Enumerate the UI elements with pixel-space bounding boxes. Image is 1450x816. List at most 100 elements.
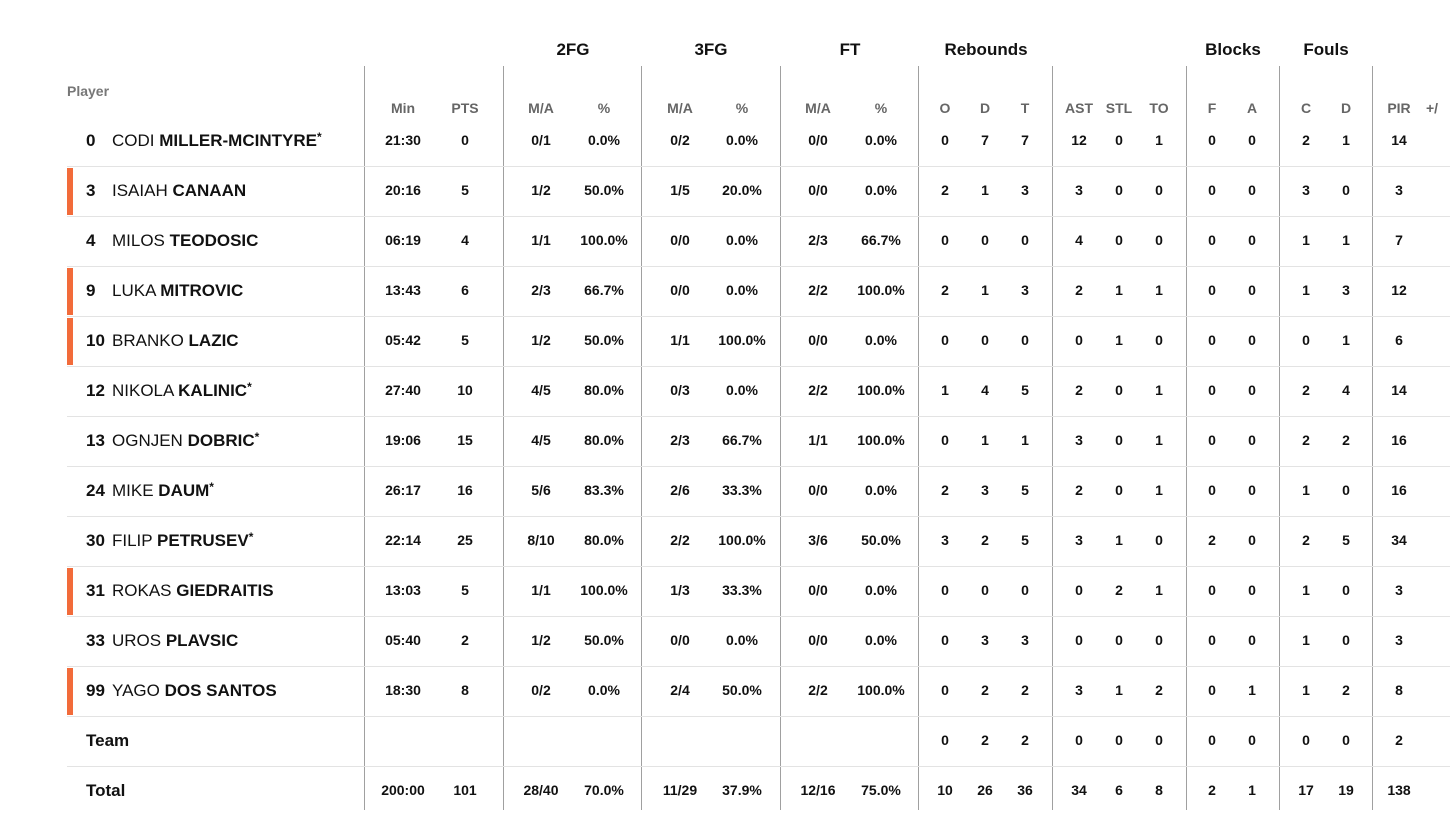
player-name-link[interactable]: 33 UROS PLAVSIC (86, 631, 238, 651)
column-header-fg3-ma[interactable]: M/A (667, 100, 693, 116)
column-header-stl[interactable]: STL (1105, 100, 1133, 116)
player-first-name: UROS (112, 631, 166, 650)
stat-to: 0 (1155, 632, 1163, 648)
stat-pts: 8 (461, 682, 469, 698)
player-name-link[interactable]: 3 ISAIAH CANAAN (86, 181, 246, 201)
table-row[interactable]: 33 UROS PLAVSIC 05:40 2 1/2 50.0% 0/0 0.0% 0/0 0.… (67, 616, 1450, 667)
stat-ft-pct: 0.0% (865, 182, 897, 198)
column-header-plus-minus[interactable]: +/ (1426, 100, 1439, 116)
stat-blk-a: 0 (1248, 532, 1256, 548)
stat-ast: 34 (1071, 782, 1087, 798)
stat-ft-ma: 2/2 (808, 282, 828, 298)
stat-blk-a: 0 (1248, 382, 1256, 398)
player-name-link[interactable]: 31 ROKAS GIEDRAITIS (86, 581, 274, 601)
column-header-pts[interactable]: PTS (451, 100, 479, 116)
player-name-link[interactable]: 10 BRANKO LAZIC (86, 331, 239, 351)
column-header-pir[interactable]: PIR (1387, 100, 1411, 116)
stat-stl: 1 (1115, 282, 1123, 298)
column-header-reb-o[interactable]: O (939, 100, 951, 116)
stat-to: 8 (1155, 782, 1163, 798)
stat-foul-c: 1 (1302, 582, 1310, 598)
stat-fg3-ma: 1/3 (670, 582, 690, 598)
column-header-blk-a[interactable]: A (1246, 100, 1258, 116)
stat-to: 1 (1155, 282, 1163, 298)
stat-fg3-pct: 0.0% (726, 282, 758, 298)
stat-foul-d: 0 (1342, 732, 1350, 748)
stat-fg3-pct: 50.0% (722, 682, 762, 698)
table-row[interactable]: 30 FILIP PETRUSEV* 22:14 25 8/10 80.0% 2/2 100.… (67, 516, 1450, 567)
stat-fg2-pct: 83.3% (584, 482, 624, 498)
stat-blk-a: 0 (1248, 432, 1256, 448)
table-row[interactable]: 13 OGNJEN DOBRIC* 19:06 15 4/5 80.0% 2/3 66.7% 1… (67, 416, 1450, 467)
player-name-link[interactable]: 13 OGNJEN DOBRIC* (86, 430, 260, 451)
table-row[interactable]: 31 ROKAS GIEDRAITIS 13:03 5 1/1 100.0% 1/3 33.3… (67, 566, 1450, 617)
column-header-ft-ma[interactable]: M/A (805, 100, 831, 116)
column-header-min[interactable]: Min (390, 100, 416, 116)
stat-stl: 2 (1115, 582, 1123, 598)
stat-blk-a: 0 (1248, 282, 1256, 298)
player-name-link[interactable]: 4 MILOS TEODOSIC (86, 231, 258, 251)
table-row[interactable]: 3 ISAIAH CANAAN 20:16 5 1/2 50.0% 1/5 20.0% 0/0 0… (67, 166, 1450, 217)
player-first-name: OGNJEN (112, 431, 188, 450)
player-name-link[interactable]: 12 NIKOLA KALINIC* (86, 380, 252, 401)
player-number: 12 (86, 381, 105, 400)
stat-blk-a: 1 (1248, 782, 1256, 798)
table-row[interactable]: 9 LUKA MITROVIC 13:43 6 2/3 66.7% 0/0 0.0% 2/2 10… (67, 266, 1450, 317)
stat-fg3-pct: 100.0% (718, 332, 766, 348)
column-header-ft-pct[interactable]: % (874, 100, 888, 116)
stat-reb-o: 1 (941, 382, 949, 398)
player-name-link[interactable]: 30 FILIP PETRUSEV* (86, 530, 254, 551)
starter-marker: * (254, 430, 260, 444)
player-name-link[interactable]: 99 YAGO DOS SANTOS (86, 681, 277, 701)
column-header-blk-f[interactable]: F (1207, 100, 1217, 116)
stat-fg2-ma: 1/1 (531, 232, 551, 248)
starter-marker: * (248, 530, 254, 544)
stat-fg3-pct: 33.3% (722, 482, 762, 498)
stat-foul-d: 3 (1342, 282, 1350, 298)
table-row[interactable]: 4 MILOS TEODOSIC 06:19 4 1/1 100.0% 0/0 0.0% 2/3… (67, 216, 1450, 267)
table-row[interactable]: 10 BRANKO LAZIC 05:42 5 1/2 50.0% 1/1 100.0% 0/0… (67, 316, 1450, 367)
stat-to: 1 (1155, 432, 1163, 448)
stat-reb-t: 7 (1021, 132, 1029, 148)
stat-stl: 1 (1115, 682, 1123, 698)
column-header-fg2-pct[interactable]: % (597, 100, 611, 116)
stat-ast: 0 (1075, 732, 1083, 748)
stat-fg3-ma: 0/0 (670, 632, 690, 648)
table-row[interactable]: 0 CODI MILLER-MCINTYRE* 21:30 0 0/1 0.0% 0/2 0.… (67, 116, 1450, 167)
stat-fg2-pct: 70.0% (584, 782, 624, 798)
column-header-fg2-ma[interactable]: M/A (528, 100, 554, 116)
table-row[interactable]: 99 YAGO DOS SANTOS 18:30 8 0/2 0.0% 2/4 50.0% 2/… (67, 666, 1450, 717)
player-name-link[interactable]: 24 MIKE DAUM* (86, 480, 214, 501)
stat-reb-o: 0 (941, 432, 949, 448)
stat-pir: 8 (1395, 682, 1403, 698)
player-name-link[interactable]: 9 LUKA MITROVIC (86, 281, 243, 301)
table-row[interactable]: 24 MIKE DAUM* 26:17 16 5/6 83.3% 2/6 33.3% 0/0 0.… (67, 466, 1450, 517)
player-name-link[interactable]: 0 CODI MILLER-MCINTYRE* (86, 130, 322, 151)
stat-blk-f: 0 (1208, 682, 1216, 698)
column-header-reb-d[interactable]: D (979, 100, 991, 116)
stat-to: 0 (1155, 332, 1163, 348)
column-header-reb-t[interactable]: T (1020, 100, 1030, 116)
stat-blk-f: 0 (1208, 582, 1216, 598)
stat-min: 27:40 (385, 382, 421, 398)
stat-foul-d: 1 (1342, 332, 1350, 348)
column-header-ast[interactable]: AST (1065, 100, 1093, 116)
stat-foul-c: 0 (1302, 732, 1310, 748)
column-header-foul-d[interactable]: D (1340, 100, 1352, 116)
column-header-fg3-pct[interactable]: % (735, 100, 749, 116)
stat-min: 200:00 (381, 782, 425, 798)
stat-stl: 0 (1115, 432, 1123, 448)
player-last-name: KALINIC (178, 381, 248, 400)
stat-ast: 3 (1075, 432, 1083, 448)
table-row[interactable]: 12 NIKOLA KALINIC* 27:40 10 4/5 80.0% 0/3 0.0% 2… (67, 366, 1450, 417)
player-last-name: DOBRIC (187, 431, 255, 450)
column-header-to[interactable]: TO (1149, 100, 1169, 116)
player-first-name: CODI (112, 131, 160, 150)
stat-stl: 0 (1115, 182, 1123, 198)
group-header-3fg: 3FG (694, 40, 728, 59)
stat-blk-f: 0 (1208, 282, 1216, 298)
player-number: 9 (86, 281, 96, 300)
stat-fg2-pct: 80.0% (584, 382, 624, 398)
stat-blk-f: 0 (1208, 132, 1216, 148)
column-header-foul-c[interactable]: C (1300, 100, 1312, 116)
